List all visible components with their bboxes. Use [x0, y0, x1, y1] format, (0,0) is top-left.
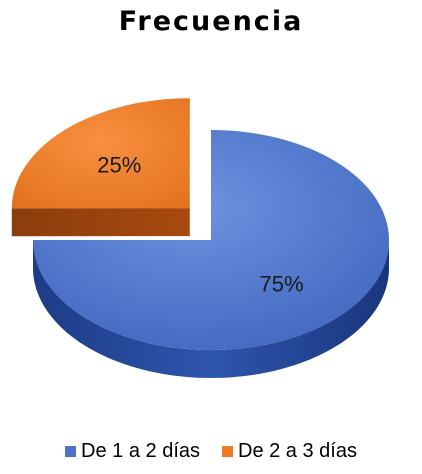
- pie-slice-blue-rim: [33, 240, 389, 378]
- legend-swatch-orange: [222, 446, 233, 457]
- legend-item: De 2 a 3 días: [222, 440, 357, 463]
- pie-slice-blue: [33, 130, 389, 350]
- legend: De 1 a 2 días De 2 a 3 días: [0, 440, 422, 463]
- data-label: 75%: [259, 272, 303, 297]
- pie-slice-orange: [11, 98, 190, 209]
- pie-slice-orange-wall-1: [11, 208, 190, 237]
- chart-title: Frecuencia: [118, 6, 304, 37]
- pie-slice-orange-side: [11, 98, 190, 237]
- legend-swatch-blue: [65, 446, 77, 457]
- legend-label: De 2 a 3 días: [238, 440, 357, 462]
- legend-item: De 1 a 2 días: [65, 440, 200, 463]
- data-label: 25%: [97, 153, 141, 178]
- legend-label: De 1 a 2 días: [81, 440, 200, 462]
